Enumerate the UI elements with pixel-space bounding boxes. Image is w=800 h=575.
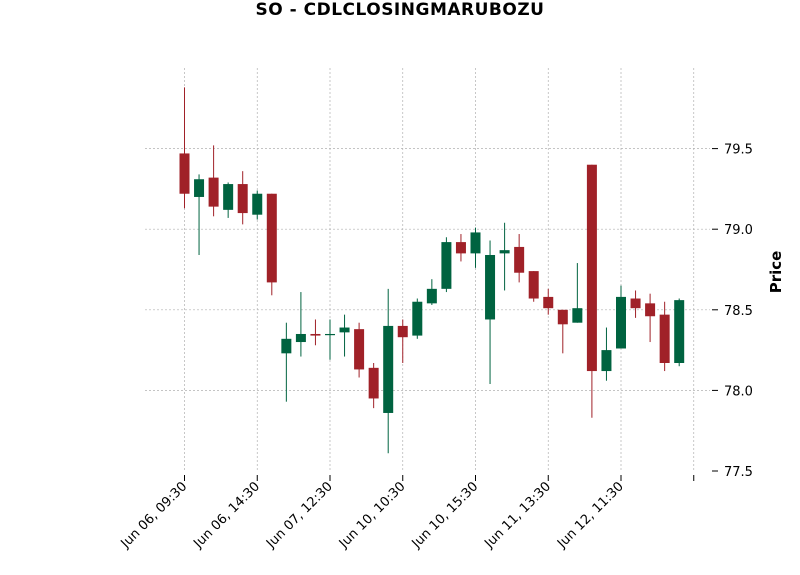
candle-up bbox=[499, 222, 510, 291]
candle-down bbox=[659, 301, 670, 372]
candle-body bbox=[368, 367, 379, 399]
candle-down bbox=[543, 288, 554, 315]
candle-body bbox=[397, 325, 408, 338]
candle-body bbox=[659, 314, 670, 363]
candle-up bbox=[194, 174, 205, 255]
candle-body bbox=[455, 242, 466, 254]
candle-down bbox=[397, 319, 408, 363]
x-tick-label: Jun 10, 10:30 bbox=[336, 479, 409, 552]
candle-body bbox=[252, 193, 263, 215]
candle-body bbox=[339, 327, 350, 333]
candle-body bbox=[543, 296, 554, 309]
candle-down bbox=[514, 234, 525, 283]
candle-body bbox=[208, 177, 219, 207]
candle-up bbox=[674, 298, 685, 367]
candle-down bbox=[455, 234, 466, 262]
y-tick-label: 78.5 bbox=[724, 304, 753, 319]
candle-body bbox=[441, 242, 452, 289]
candle-body bbox=[499, 250, 510, 254]
candle-body bbox=[514, 246, 525, 273]
candle-down bbox=[208, 145, 219, 217]
candle-up bbox=[426, 279, 437, 305]
candle-up bbox=[223, 182, 234, 218]
y-tick-label: 79.0 bbox=[724, 223, 753, 238]
y-tick-label: 77.5 bbox=[724, 465, 753, 480]
candle-body bbox=[354, 329, 365, 370]
candle-down bbox=[557, 309, 568, 354]
x-tick-label: Jun 10, 15:30 bbox=[409, 479, 482, 552]
x-tick-label: Jun 06, 09:30 bbox=[118, 479, 191, 552]
y-tick-label: 79.5 bbox=[724, 143, 753, 158]
y-tick-label: 78.0 bbox=[724, 384, 753, 399]
candle-body bbox=[412, 301, 423, 336]
candle-up bbox=[339, 314, 350, 357]
candle-up bbox=[281, 322, 292, 402]
candle-body bbox=[179, 153, 190, 194]
chart-title: SO - CDLCLOSINGMARUBOZU bbox=[255, 0, 545, 20]
candle-body bbox=[295, 333, 306, 343]
candle-down bbox=[179, 87, 190, 209]
candle-body bbox=[616, 296, 626, 349]
candle-body bbox=[194, 179, 205, 197]
candle-body bbox=[557, 309, 568, 325]
candle-down bbox=[237, 171, 248, 225]
grid bbox=[145, 68, 710, 471]
candle-up bbox=[601, 327, 612, 381]
candle-body bbox=[601, 350, 612, 372]
candle-body bbox=[485, 254, 496, 320]
candle-up bbox=[572, 263, 583, 323]
candle-down bbox=[528, 271, 539, 302]
candle-body bbox=[470, 232, 481, 254]
candle-down bbox=[586, 164, 597, 418]
y-axis-label: Price bbox=[767, 251, 785, 294]
candle-up bbox=[616, 285, 626, 349]
candle-body bbox=[281, 338, 292, 354]
x-axis: Jun 06, 09:30 Jun 06, 14:30 Jun 07, 12:30 J… bbox=[118, 475, 695, 552]
candle-down bbox=[630, 290, 641, 318]
candle-up bbox=[485, 240, 496, 384]
candle-body bbox=[586, 164, 597, 372]
candle-body bbox=[426, 288, 437, 304]
candle-up bbox=[412, 298, 423, 339]
candle-body bbox=[630, 298, 641, 309]
candle-up bbox=[383, 288, 394, 454]
x-tick-label: Jun 12, 11:30 bbox=[554, 479, 627, 552]
candles bbox=[179, 87, 685, 454]
x-tick-label: Jun 06, 14:30 bbox=[190, 479, 263, 552]
candle-up bbox=[470, 227, 481, 268]
candle-body bbox=[237, 184, 248, 214]
candle-body bbox=[325, 333, 335, 336]
candle-body bbox=[572, 308, 583, 323]
candle-body bbox=[266, 193, 277, 283]
candle-up bbox=[252, 190, 263, 220]
candle-down bbox=[266, 193, 277, 296]
candle-body bbox=[674, 300, 685, 363]
candle-down bbox=[368, 362, 379, 409]
candle-down bbox=[310, 319, 321, 346]
candle-body bbox=[528, 271, 539, 299]
y-axis: 77.5 78.0 78.5 79.0 79.5 bbox=[712, 143, 753, 480]
candle-up bbox=[441, 237, 452, 293]
candle-down bbox=[645, 293, 656, 343]
candle-body bbox=[223, 184, 234, 210]
candle-body bbox=[310, 333, 321, 336]
candle-up bbox=[295, 292, 306, 357]
x-tick-label: Jun 11, 13:30 bbox=[481, 479, 554, 552]
candle-up bbox=[325, 319, 335, 360]
x-tick-label: Jun 07, 12:30 bbox=[263, 479, 336, 552]
candle-body bbox=[645, 303, 656, 317]
candle-body bbox=[383, 325, 394, 413]
candle-down bbox=[354, 322, 365, 378]
